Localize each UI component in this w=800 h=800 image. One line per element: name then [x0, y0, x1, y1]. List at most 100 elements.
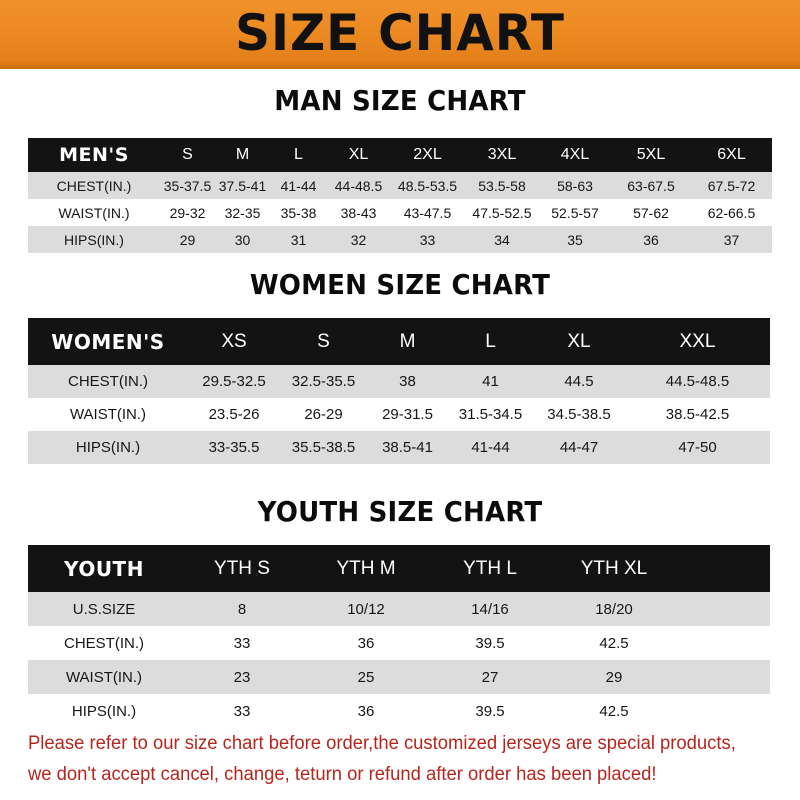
- women-chest-s: 32.5-35.5: [280, 365, 367, 398]
- men-col-s: S: [160, 138, 215, 172]
- women-row-label-chest: CHEST(IN.): [28, 365, 188, 398]
- men-chest-6xl: 67.5-72: [691, 172, 772, 199]
- men-chest-5xl: 63-67.5: [611, 172, 691, 199]
- men-hips-xl: 32: [327, 226, 390, 253]
- women-col-s: S: [280, 318, 367, 365]
- section-title-youth: YOUTH SIZE CHART: [257, 495, 543, 528]
- women-waist-xxl: 38.5-42.5: [625, 398, 770, 431]
- women-row-label-hips: HIPS(IN.): [28, 431, 188, 464]
- women-waist-s: 26-29: [280, 398, 367, 431]
- youth-col-spacer: [676, 545, 770, 592]
- women-header-row: WOMEN'S XS S M L XL XXL: [28, 318, 770, 365]
- women-chest-xs: 29.5-32.5: [188, 365, 280, 398]
- footer-line-2: we don't accept cancel, change, teturn o…: [28, 764, 657, 785]
- men-header-label: MEN'S: [28, 138, 160, 172]
- youth-waist-spacer: [676, 660, 770, 694]
- youth-chest-yth-xl: 42.5: [552, 626, 676, 660]
- youth-chest-spacer: [676, 626, 770, 660]
- men-col-3xl: 3XL: [465, 138, 539, 172]
- men-chest-3xl: 53.5-58: [465, 172, 539, 199]
- youth-waist-yth-xl: 29: [552, 660, 676, 694]
- men-col-6xl: 6XL: [691, 138, 772, 172]
- men-waist-2xl: 43-47.5: [390, 199, 465, 226]
- section-title-man: MAN SIZE CHART: [274, 84, 526, 117]
- youth-chest-yth-s: 33: [180, 626, 304, 660]
- banner: SIZE CHART: [0, 0, 800, 69]
- youth-row-label-chest: CHEST(IN.): [28, 626, 180, 660]
- men-row-label-chest: CHEST(IN.): [28, 172, 160, 199]
- men-hips-l: 31: [270, 226, 327, 253]
- table-row: CHEST(IN.) 33 36 39.5 42.5: [28, 626, 770, 660]
- men-chest-2xl: 48.5-53.5: [390, 172, 465, 199]
- women-chest-xxl: 44.5-48.5: [625, 365, 770, 398]
- men-hips-2xl: 33: [390, 226, 465, 253]
- men-hips-5xl: 36: [611, 226, 691, 253]
- women-col-l: L: [448, 318, 533, 365]
- women-hips-xxl: 47-50: [625, 431, 770, 464]
- women-col-xxl: XXL: [625, 318, 770, 365]
- banner-title: SIZE CHART: [235, 4, 565, 62]
- youth-row-label-hips: HIPS(IN.): [28, 694, 180, 728]
- women-waist-xl: 34.5-38.5: [533, 398, 625, 431]
- youth-header-label: YOUTH: [28, 545, 180, 592]
- women-waist-m: 29-31.5: [367, 398, 448, 431]
- youth-ussize-yth-m: 10/12: [304, 592, 428, 626]
- men-col-2xl: 2XL: [390, 138, 465, 172]
- men-waist-3xl: 47.5-52.5: [465, 199, 539, 226]
- youth-hips-yth-xl: 42.5: [552, 694, 676, 728]
- youth-row-label-waist: WAIST(IN.): [28, 660, 180, 694]
- men-chest-s: 35-37.5: [160, 172, 215, 199]
- youth-col-yth-xl: YTH XL: [552, 545, 676, 592]
- men-hips-6xl: 37: [691, 226, 772, 253]
- youth-ussize-yth-xl: 18/20: [552, 592, 676, 626]
- men-waist-xl: 38-43: [327, 199, 390, 226]
- men-waist-m: 32-35: [215, 199, 270, 226]
- men-col-4xl: 4XL: [539, 138, 611, 172]
- footer-line-1: Please refer to our size chart before or…: [28, 733, 736, 754]
- youth-hips-yth-s: 33: [180, 694, 304, 728]
- men-hips-4xl: 35: [539, 226, 611, 253]
- youth-chest-yth-m: 36: [304, 626, 428, 660]
- men-col-5xl: 5XL: [611, 138, 691, 172]
- men-waist-s: 29-32: [160, 199, 215, 226]
- men-waist-6xl: 62-66.5: [691, 199, 772, 226]
- section-title-women: WOMEN SIZE CHART: [249, 268, 551, 301]
- men-header-row: MEN'S S M L XL 2XL 3XL 4XL 5XL 6XL: [28, 138, 772, 172]
- youth-ussize-yth-l: 14/16: [428, 592, 552, 626]
- men-waist-4xl: 52.5-57: [539, 199, 611, 226]
- youth-col-yth-l: YTH L: [428, 545, 552, 592]
- footer-disclaimer: Please refer to our size chart before or…: [28, 728, 754, 790]
- women-hips-s: 35.5-38.5: [280, 431, 367, 464]
- women-hips-xl: 44-47: [533, 431, 625, 464]
- youth-header-row: YOUTH YTH S YTH M YTH L YTH XL: [28, 545, 770, 592]
- men-hips-m: 30: [215, 226, 270, 253]
- men-col-m: M: [215, 138, 270, 172]
- women-col-xs: XS: [188, 318, 280, 365]
- youth-ussize-yth-s: 8: [180, 592, 304, 626]
- women-waist-l: 31.5-34.5: [448, 398, 533, 431]
- youth-waist-yth-s: 23: [180, 660, 304, 694]
- table-row: WAIST(IN.) 23.5-26 26-29 29-31.5 31.5-34…: [28, 398, 770, 431]
- table-row: CHEST(IN.) 29.5-32.5 32.5-35.5 38 41 44.…: [28, 365, 770, 398]
- men-col-xl: XL: [327, 138, 390, 172]
- men-chest-m: 37.5-41: [215, 172, 270, 199]
- women-hips-xs: 33-35.5: [188, 431, 280, 464]
- women-col-xl: XL: [533, 318, 625, 365]
- women-waist-xs: 23.5-26: [188, 398, 280, 431]
- youth-row-label-ussize: U.S.SIZE: [28, 592, 180, 626]
- men-waist-5xl: 57-62: [611, 199, 691, 226]
- youth-hips-spacer: [676, 694, 770, 728]
- youth-hips-yth-m: 36: [304, 694, 428, 728]
- table-row: HIPS(IN.) 33 36 39.5 42.5: [28, 694, 770, 728]
- youth-waist-yth-m: 25: [304, 660, 428, 694]
- youth-hips-yth-l: 39.5: [428, 694, 552, 728]
- table-row: WAIST(IN.) 23 25 27 29: [28, 660, 770, 694]
- men-waist-l: 35-38: [270, 199, 327, 226]
- women-col-m: M: [367, 318, 448, 365]
- youth-chest-yth-l: 39.5: [428, 626, 552, 660]
- men-row-label-waist: WAIST(IN.): [28, 199, 160, 226]
- men-size-table: MEN'S S M L XL 2XL 3XL 4XL 5XL 6XL CHEST…: [28, 138, 772, 253]
- women-chest-m: 38: [367, 365, 448, 398]
- men-chest-4xl: 58-63: [539, 172, 611, 199]
